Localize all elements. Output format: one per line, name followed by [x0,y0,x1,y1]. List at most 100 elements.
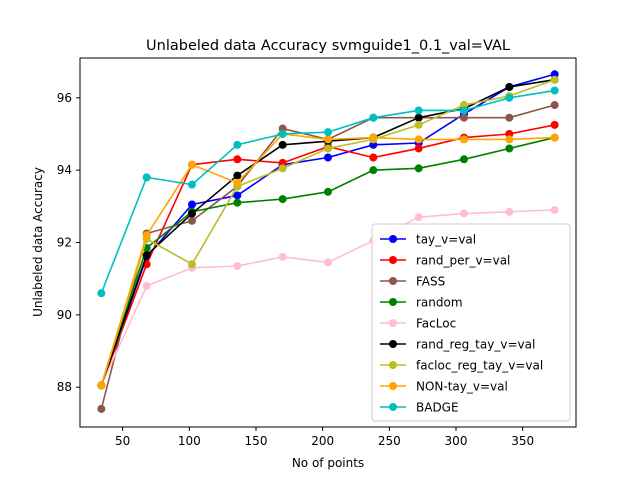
y-tick-label: 88 [57,380,72,394]
data-point [505,93,514,102]
data-point [460,209,468,218]
data-point [369,153,378,162]
x-tick-label: 350 [511,434,534,448]
data-point [278,195,287,204]
data-point [550,75,559,84]
data-point [505,207,514,216]
legend-marker [389,256,397,264]
data-point [550,101,559,110]
data-point [188,200,196,209]
data-point [324,187,332,196]
legend-label: FASS [416,275,445,289]
data-point [97,381,106,390]
legend-marker [389,277,397,285]
data-point [550,205,559,214]
series-BADGE [97,86,559,298]
x-tick-label: 150 [245,434,268,448]
y-tick-label: 96 [57,91,72,105]
legend-item: rand_reg_tay_v=val [380,338,535,352]
legend-item: facloc_reg_tay_v=val [380,359,543,373]
legend-marker [389,382,397,390]
legend-label: rand_per_v=val [416,254,510,268]
data-point [233,178,242,187]
data-point [188,180,196,189]
data-point [142,173,151,182]
data-point [505,144,514,153]
data-point [460,155,468,164]
legend-item: random [380,296,463,310]
data-point [414,164,423,173]
x-tick-label: 250 [378,434,401,448]
data-point [233,155,242,164]
data-point [505,82,514,91]
data-point [550,86,559,95]
data-point [233,198,242,207]
x-axis-ticks: 50 100 150 200 250 300 350 [115,427,534,448]
x-tick-label: 300 [445,434,468,448]
data-point [278,252,287,261]
data-point [550,133,559,142]
data-point [278,129,287,138]
data-point [142,231,151,240]
x-tick-label: 100 [178,434,201,448]
y-tick-label: 94 [57,163,72,177]
data-point [324,144,332,153]
data-point [324,128,332,137]
data-point [188,260,196,269]
legend-label: BADGE [416,401,459,415]
legend-label: random [416,296,463,310]
data-point [233,262,242,271]
legend-box [371,223,571,422]
data-point [460,135,468,144]
data-point [324,135,332,144]
x-tick-label: 50 [115,434,130,448]
legend-marker [389,361,397,369]
legend-label: facloc_reg_tay_v=val [416,359,543,373]
data-point [414,135,423,144]
x-axis-label: No of points [292,456,364,470]
legend-label: tay_v=val [416,233,476,247]
legend-label: NON-tay_v=val [416,380,508,394]
legend-item: BADGE [380,401,459,415]
data-point [97,289,106,298]
legend-item: NON-tay_v=val [380,380,508,394]
data-point [278,164,287,173]
legend-marker [389,403,397,411]
data-point [369,133,378,142]
data-point [414,106,423,115]
data-point [369,113,378,122]
data-point [505,113,514,122]
data-point [505,135,514,144]
data-point [414,213,423,222]
data-point [414,144,423,153]
data-point [369,166,378,175]
data-point [414,120,423,129]
data-point [142,251,151,260]
legend-item: FASS [380,275,445,289]
data-point [550,120,559,129]
data-point [188,160,196,169]
y-tick-label: 90 [57,308,72,322]
data-point [188,216,196,225]
chart-title: Unlabeled data Accuracy svmguide1_0.1_va… [146,38,510,54]
data-point [414,113,423,122]
legend-item: tay_v=val [380,233,476,247]
y-tick-label: 92 [57,236,72,250]
data-point [233,171,242,180]
x-tick-label: 200 [311,434,334,448]
legend-item: rand_per_v=val [380,254,510,268]
legend-marker [389,235,397,243]
plot-area [97,70,559,413]
y-axis-label: Unlabeled data Accuracy [31,167,45,317]
data-point [324,258,332,267]
legend: tay_v=val rand_per_v=val FASS random FacLoc r… [371,223,571,422]
y-axis-ticks: 88 90 92 94 96 [57,91,80,394]
data-point [460,106,468,115]
legend-label: FacLoc [416,317,456,331]
data-point [233,191,242,200]
data-point [142,281,151,290]
data-point [188,209,196,218]
data-point [278,140,287,149]
data-point [97,404,106,413]
